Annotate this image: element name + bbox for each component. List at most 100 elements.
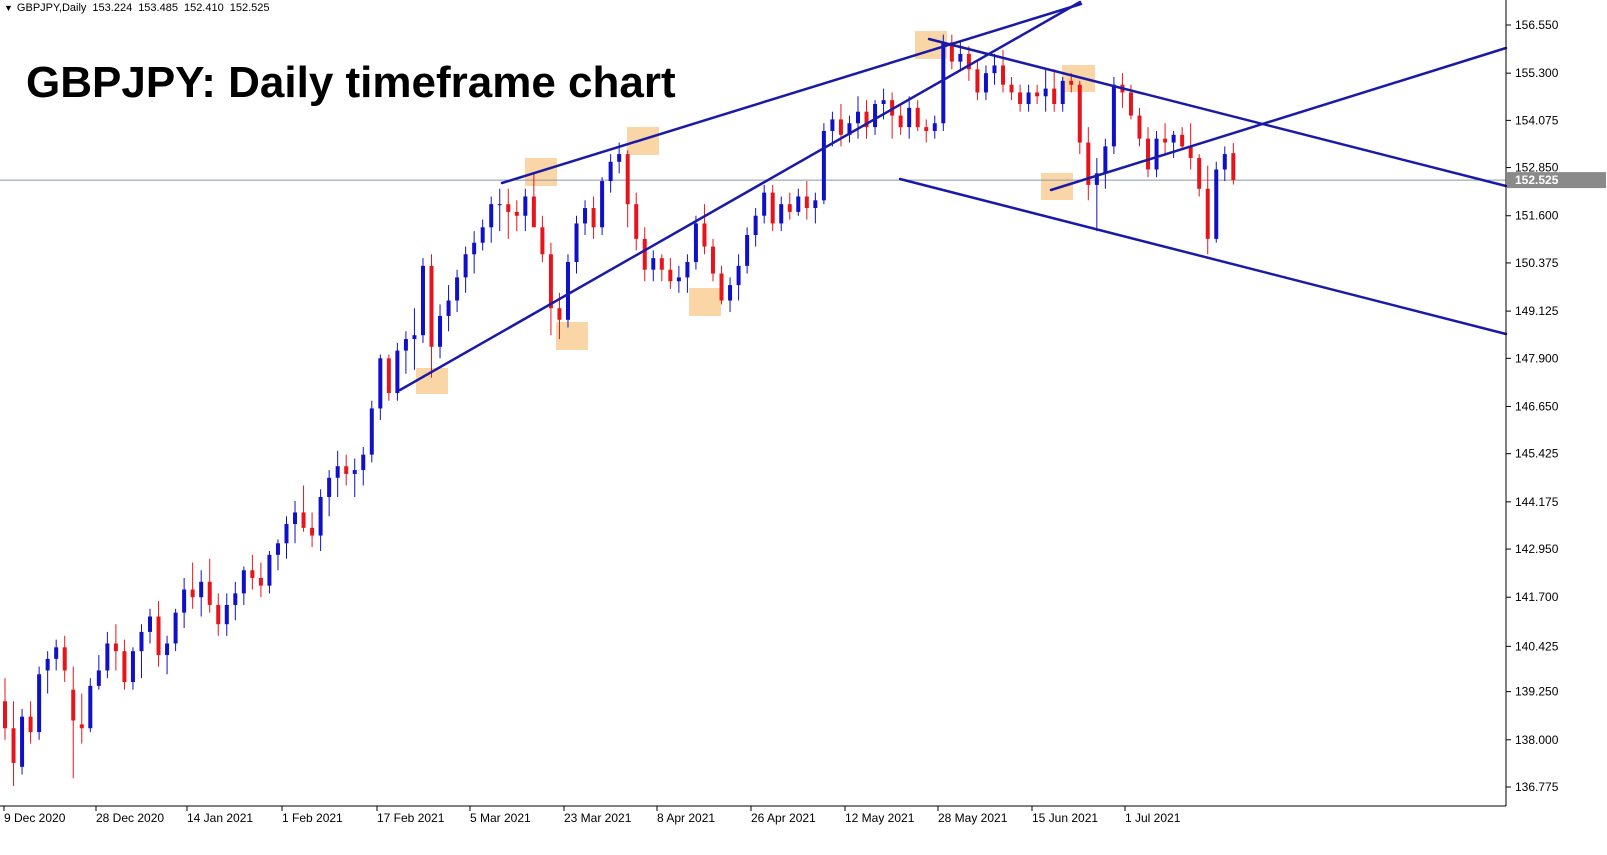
candle-body-bull [335, 466, 340, 478]
candle-body-bull [873, 103, 878, 128]
candle-body-bear [659, 258, 664, 270]
candle-body-bull [267, 554, 272, 586]
candle-body-bear [310, 527, 315, 536]
candle-body-bull [693, 223, 698, 262]
close-value: 152.525 [229, 2, 270, 14]
candle-body-bear [1009, 84, 1014, 93]
candle-body-bull [821, 130, 826, 201]
candle-body-bear [838, 119, 843, 135]
y-tick-label: 150.375 [1515, 256, 1559, 270]
candle-body-bear [787, 204, 792, 212]
y-tick-label: 144.175 [1515, 495, 1559, 509]
candle-body-bull [199, 581, 204, 598]
candle-body-bear [258, 577, 263, 586]
candle-body-bear [113, 643, 118, 652]
candle-body-bear [804, 196, 809, 209]
candle-body-bull [497, 204, 502, 206]
axes: 156.550 155.300 154.075 152.850 151.600 150.3… [0, 0, 1606, 825]
candle-body-bull [1222, 154, 1227, 170]
open-value: 153.224 [92, 2, 133, 14]
x-tick-label: 28 May 2021 [938, 811, 1008, 825]
candle-body-bull [1060, 80, 1065, 104]
candle-body-bear [1018, 92, 1023, 104]
candle-body-bull [88, 685, 93, 729]
candle-body-bull [105, 643, 110, 671]
x-tick-label: 14 Jan 2021 [187, 811, 253, 825]
candle-body-bear [531, 196, 536, 228]
x-tick-label: 9 Dec 2020 [4, 811, 66, 825]
high-value: 153.485 [138, 2, 178, 14]
candle-body-bull [165, 643, 170, 656]
candle-body-bear [1052, 88, 1057, 104]
broken-trendline-extension [1049, 46, 1508, 192]
trendlines [398, 0, 1508, 392]
candle-body-bear [344, 466, 349, 474]
candle-body-bear [1197, 157, 1202, 189]
candle-body-bull [1214, 169, 1219, 239]
highlight-box [1041, 173, 1073, 200]
candle-body-bear [898, 115, 903, 128]
candle-body-bull [438, 315, 443, 347]
descending-resistance-line [927, 37, 1508, 188]
candle-body-bull [676, 277, 681, 282]
candle-body-bull [293, 512, 298, 525]
candle-body-bear [634, 204, 639, 239]
candle-body-bull [96, 670, 101, 686]
symbol-info-bar: ▼ GBPJPY,Daily 153.224 153.485 152.410 152.52… [4, 2, 275, 14]
candle-body-bull [412, 335, 417, 340]
candle-body-bull [1026, 92, 1031, 104]
candle-body-bull [907, 107, 912, 128]
candle-body-bull [685, 261, 690, 278]
candle-body-bull [463, 254, 468, 278]
candle-body-bear [591, 208, 596, 228]
candle-body-bull [241, 570, 246, 594]
candle-body-bear [966, 53, 971, 70]
candle-body-bull [736, 265, 741, 286]
y-tick-label: 139.250 [1515, 685, 1559, 699]
chart-overlay-title: GBPJPY: Daily timeframe chart [26, 58, 676, 107]
x-tick-label: 17 Feb 2021 [377, 811, 445, 825]
current-price-label: 152.525 [1515, 173, 1559, 187]
candle-body-bear [975, 69, 980, 93]
candle-body-bull [813, 200, 818, 209]
candle-body-bear [1077, 84, 1082, 143]
candle-body-bear [625, 154, 630, 205]
candle-body-bear [1069, 80, 1074, 85]
highlight-box [627, 127, 659, 155]
candle-body-bear [702, 223, 707, 247]
y-tick-label: 138.000 [1515, 733, 1559, 747]
candle-body-bull [182, 589, 187, 613]
candle-body-bear [557, 308, 562, 320]
candle-body-bull [395, 350, 400, 393]
candle-body-bull [983, 73, 988, 93]
candle-body-bull [932, 123, 937, 131]
candle-body-bull [565, 261, 570, 320]
candle-body-bull [762, 192, 767, 216]
candle-body-bull [275, 543, 280, 555]
candle-body-bull [472, 242, 477, 255]
candle-body-bull [856, 111, 860, 124]
candle-body-bull [830, 119, 835, 131]
y-tick-label: 149.125 [1515, 304, 1559, 318]
candle-body-bull [1043, 88, 1048, 97]
candle-body-bull [881, 100, 886, 104]
dropdown-arrow-icon[interactable]: ▼ [4, 3, 13, 13]
candle-body-bull [361, 454, 366, 471]
candle-body-bull [403, 339, 408, 351]
candle-body-bull [958, 53, 963, 62]
candle-body-bull [37, 674, 42, 733]
candle-body-bull [54, 647, 59, 659]
y-tick-label: 141.700 [1515, 590, 1559, 604]
candle-body-bull [523, 196, 528, 216]
candle-body-bear [540, 227, 545, 255]
candle-body-bull [139, 631, 144, 652]
candle-body-bull [1154, 138, 1159, 170]
candle-body-bear [62, 647, 67, 671]
candle-body-bear [1128, 92, 1133, 116]
candle-body-bull [352, 470, 357, 474]
candle-body-bear [1137, 115, 1142, 139]
candle-body-bear [79, 724, 84, 729]
candle-body-bull [173, 612, 178, 644]
candle-body-bull [45, 658, 50, 671]
candle-body-bear [1188, 146, 1193, 158]
